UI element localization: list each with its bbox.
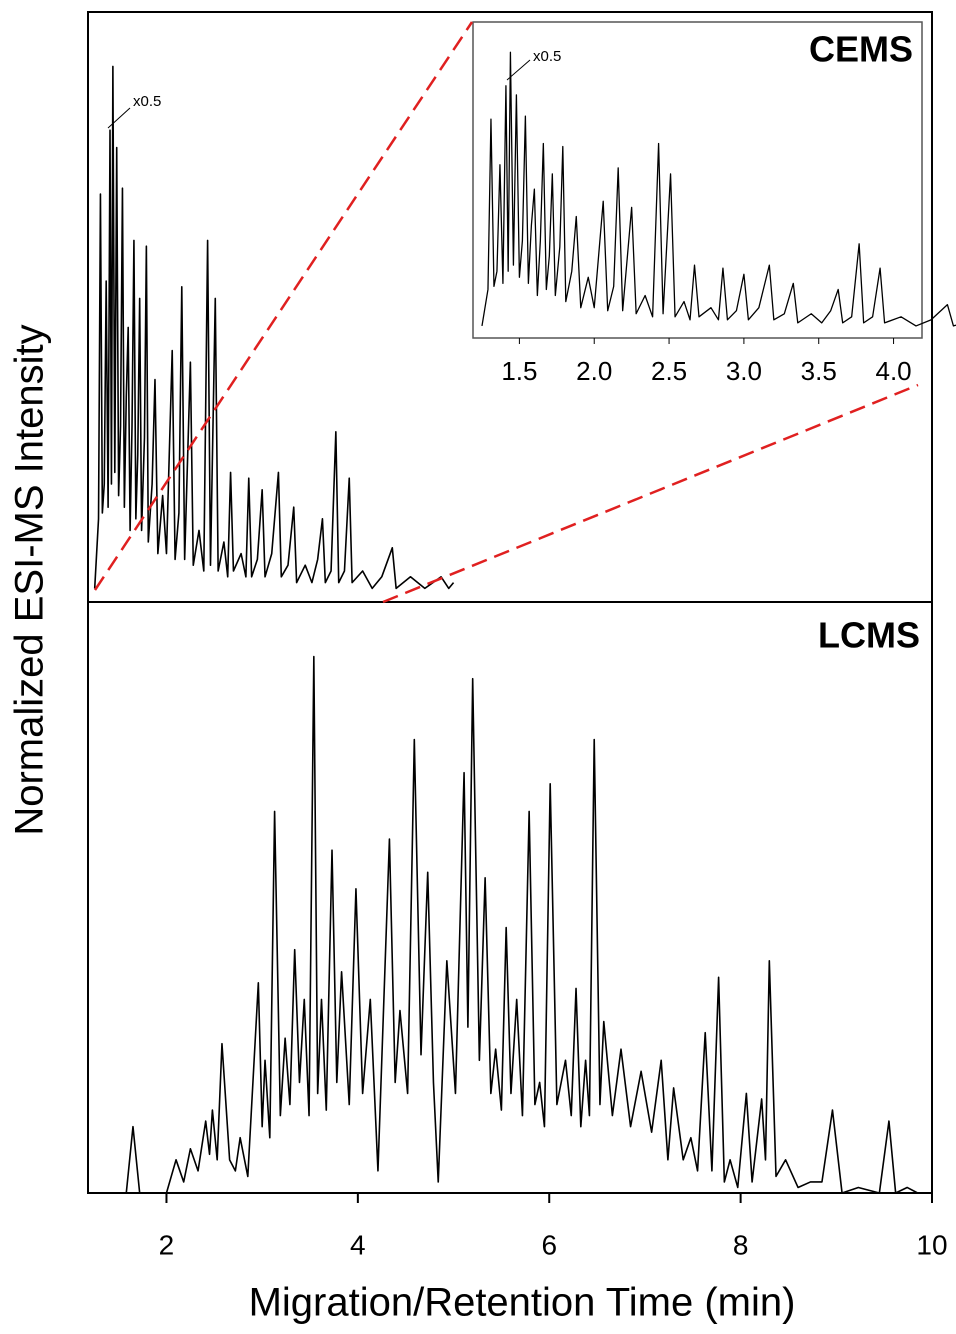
- data-line: [88, 655, 932, 1194]
- x-tick-label: 4: [350, 1229, 366, 1260]
- x-tick-label: 8: [733, 1229, 749, 1260]
- inset-x-tick-label: 3.5: [801, 356, 837, 386]
- zoom-line: [93, 21, 474, 591]
- data-line: [93, 65, 455, 590]
- inset-x-tick-label: 3.0: [726, 356, 762, 386]
- panel-title: LCMS: [818, 615, 920, 656]
- inset-x-tick-label: 4.0: [875, 356, 911, 386]
- annotation: x0.5: [133, 93, 161, 110]
- x-tick-label: 6: [541, 1229, 557, 1260]
- plot-layer: 1.5 2.0 2.5 3.0 3.5 4.0 2 4 6 8 10: [88, 21, 956, 1260]
- annotation-line: [107, 107, 131, 129]
- inset-x-tick-label: 1.5: [501, 356, 537, 386]
- panel-title: CEMS: [809, 29, 913, 70]
- inset-x-tick-label: 2.0: [576, 356, 612, 386]
- zoom-line: [382, 383, 919, 604]
- annotation: x0.5: [533, 48, 561, 65]
- annotation-line: [506, 59, 531, 81]
- inset-frame: [472, 21, 923, 339]
- y-axis-label: Normalized ESI-MS Intensity: [8, 324, 52, 835]
- x-tick-label: 2: [159, 1229, 175, 1260]
- data-line: [481, 51, 956, 327]
- inset-x-tick-label: 2.5: [651, 356, 687, 386]
- x-axis-label: Migration/Retention Time (min): [249, 1281, 796, 1325]
- x-tick-label: 10: [916, 1229, 947, 1260]
